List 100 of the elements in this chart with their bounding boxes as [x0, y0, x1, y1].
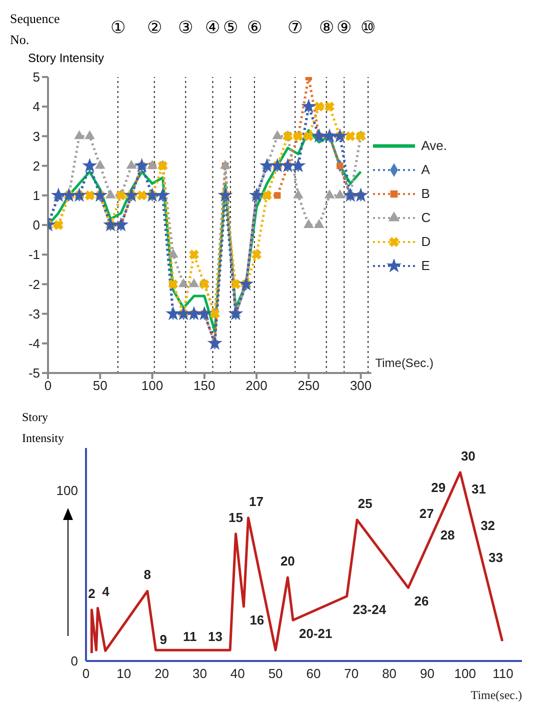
ref-line-label: ① [110, 18, 126, 38]
x-tick-label: 100 [141, 378, 164, 394]
point [324, 102, 334, 112]
x-axis-title: Time(sec.) [470, 688, 522, 702]
point [252, 250, 262, 260]
point [178, 278, 188, 288]
point [250, 188, 264, 202]
point [74, 130, 84, 140]
x-tick-label: 70 [344, 666, 359, 682]
point [52, 188, 65, 202]
annotation: 26 [414, 594, 429, 609]
point [336, 162, 344, 170]
point [84, 130, 95, 140]
x-tick-label: 10 [116, 666, 132, 682]
ref-line-label: ③ [178, 18, 194, 38]
point [187, 306, 200, 320]
ref-line-label: ⑤ [222, 18, 238, 38]
x-tick-label: 50 [92, 378, 108, 394]
point [114, 218, 128, 231]
x-tick-label: 100 [454, 666, 476, 682]
point [314, 102, 324, 112]
point [281, 158, 294, 172]
point [260, 158, 274, 172]
annotation: 23-24 [352, 602, 387, 618]
annotation: 15 [228, 510, 243, 525]
legend-label: Ave. [421, 138, 447, 153]
point [95, 160, 105, 169]
point [198, 306, 211, 320]
y-axis-title: Story Intensity [28, 51, 106, 65]
ref-line-label: ⑧ [318, 18, 334, 38]
annotation: 27 [419, 506, 434, 521]
x-tick-label: 300 [350, 378, 372, 394]
annotation: 20 [280, 554, 295, 569]
x-tick-label: 90 [420, 666, 434, 682]
point [292, 158, 305, 172]
x-tick-label: 0 [44, 378, 52, 394]
point [229, 306, 242, 320]
y-axis-title: Story Intensity [22, 409, 65, 447]
line-series [90, 471, 504, 654]
point [230, 279, 240, 289]
point [156, 188, 170, 202]
y-tick-label: -2 [28, 276, 40, 292]
point [126, 160, 136, 169]
ref-line-label: ⑥ [246, 18, 262, 38]
x-tick-label: 250 [298, 378, 320, 394]
annotation: 32 [480, 518, 496, 534]
point [354, 188, 368, 202]
annotation: 31 [471, 482, 486, 497]
legend-label: A [421, 162, 430, 177]
point [304, 131, 314, 141]
annotation: 13 [208, 629, 223, 644]
x-tick-label: 50 [268, 666, 283, 682]
annotation: 4 [102, 584, 110, 600]
x-tick-label: 20 [154, 666, 170, 682]
point [106, 190, 116, 198]
point [312, 129, 326, 142]
legend-label: B [421, 186, 430, 201]
annotation: 29 [431, 480, 446, 495]
x-tick-label: 110 [492, 666, 514, 682]
ref-line-label: ⑨ [336, 18, 352, 38]
y-tick-label: 1 [32, 188, 40, 204]
annotation: 11 [183, 629, 197, 644]
point [346, 131, 356, 141]
annotation: 25 [358, 496, 372, 511]
point [168, 249, 178, 258]
point [304, 220, 314, 228]
x-tick-label: 0 [82, 666, 90, 682]
x-tick-label: 200 [246, 378, 268, 394]
point [335, 190, 345, 198]
y-tick-label: -4 [28, 336, 40, 352]
x-tick-label: 150 [194, 378, 216, 394]
annotation: 2 [88, 586, 96, 601]
point [137, 190, 147, 200]
x-axis-title: Time(Sec.) [375, 356, 434, 370]
ref-line-label: ② [146, 18, 162, 38]
point [314, 220, 324, 228]
annotation: 9 [160, 632, 167, 648]
point [189, 278, 199, 288]
annotation: 30 [460, 448, 476, 464]
annotation: 33 [488, 550, 504, 566]
y-tick-label: 0 [32, 218, 40, 233]
y-tick-label: 3 [32, 128, 40, 144]
annotation: 28 [440, 528, 455, 543]
x-tick-label: 60 [306, 666, 321, 682]
point [302, 100, 316, 112]
legend-label: D [421, 234, 431, 249]
point [166, 306, 180, 320]
point [322, 129, 336, 142]
y-tick-label: 4 [32, 99, 40, 114]
ref-line-label: ⑩ [360, 18, 376, 38]
legend-label: C [421, 210, 431, 225]
point [135, 158, 148, 172]
annotation: 20-21 [299, 626, 332, 642]
legend-label: E [421, 258, 430, 273]
point [83, 158, 96, 172]
point [344, 188, 357, 202]
ref-line-label: ⑦ [288, 18, 303, 38]
y-tick-label: 2 [32, 158, 40, 174]
y-tick-label: -5 [28, 366, 40, 381]
point [274, 192, 281, 199]
